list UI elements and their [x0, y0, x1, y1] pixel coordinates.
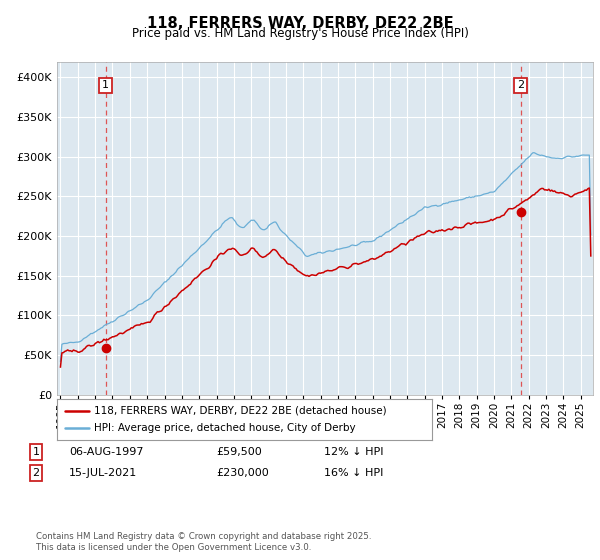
Text: Contains HM Land Registry data © Crown copyright and database right 2025.
This d: Contains HM Land Registry data © Crown c… [36, 532, 371, 552]
Text: 1: 1 [32, 447, 40, 457]
Text: 12% ↓ HPI: 12% ↓ HPI [324, 447, 383, 457]
Text: 2: 2 [517, 81, 524, 90]
Text: HPI: Average price, detached house, City of Derby: HPI: Average price, detached house, City… [95, 423, 356, 433]
Text: 16% ↓ HPI: 16% ↓ HPI [324, 468, 383, 478]
Text: 2: 2 [32, 468, 40, 478]
Text: £230,000: £230,000 [216, 468, 269, 478]
Text: Price paid vs. HM Land Registry's House Price Index (HPI): Price paid vs. HM Land Registry's House … [131, 27, 469, 40]
Text: 15-JUL-2021: 15-JUL-2021 [69, 468, 137, 478]
Text: 118, FERRERS WAY, DERBY, DE22 2BE (detached house): 118, FERRERS WAY, DERBY, DE22 2BE (detac… [95, 405, 387, 416]
Text: 1: 1 [102, 81, 109, 90]
Text: 118, FERRERS WAY, DERBY, DE22 2BE: 118, FERRERS WAY, DERBY, DE22 2BE [146, 16, 454, 31]
Text: 06-AUG-1997: 06-AUG-1997 [69, 447, 143, 457]
Text: £59,500: £59,500 [216, 447, 262, 457]
